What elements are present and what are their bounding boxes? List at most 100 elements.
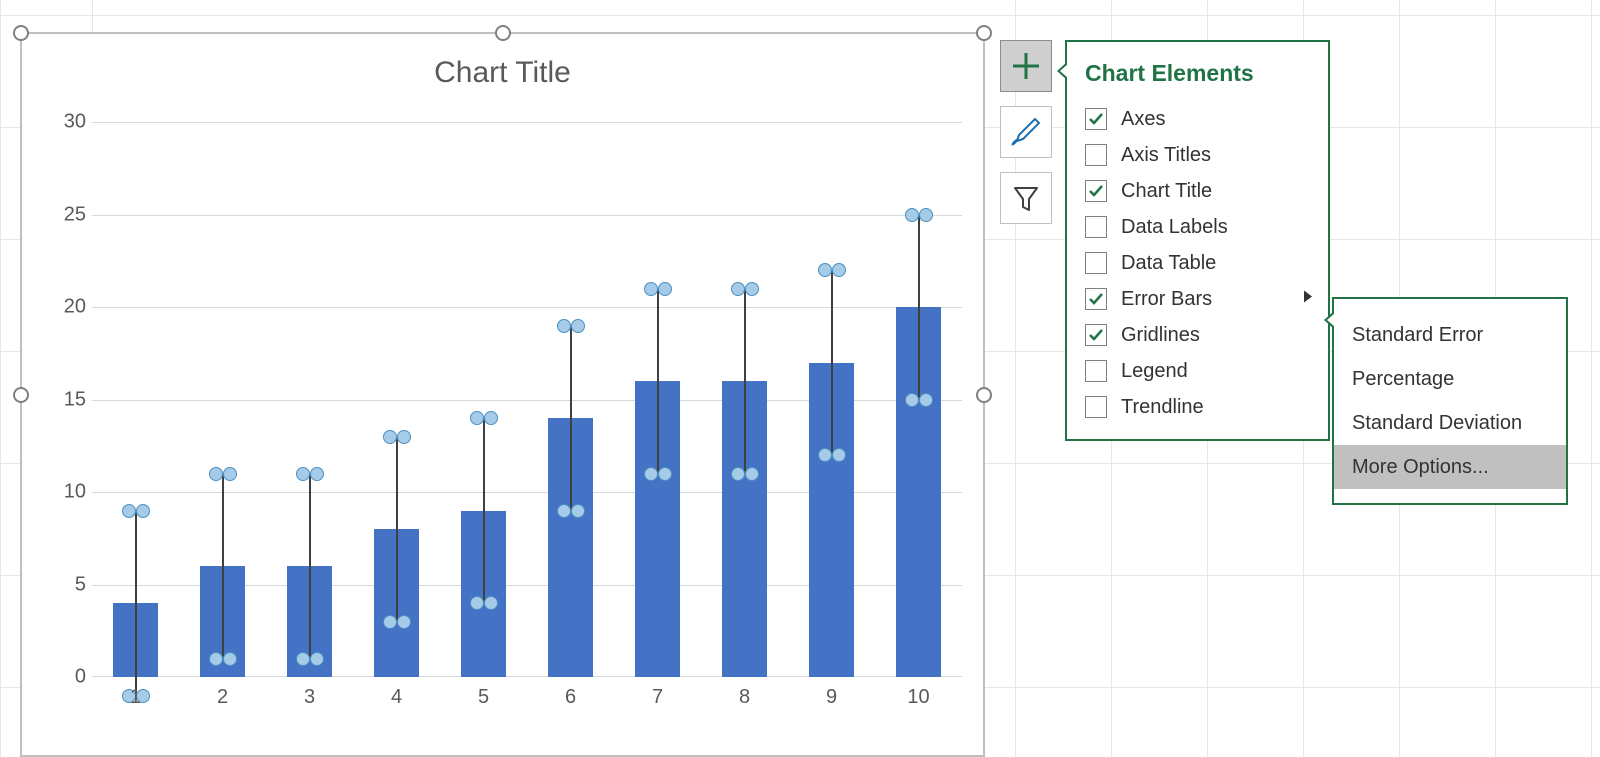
error-bar[interactable] [222,474,224,659]
y-axis-label: 20 [46,296,86,319]
error-bars-option[interactable]: Percentage [1334,357,1566,401]
option-label: Trendline [1121,396,1204,419]
chart-element-option[interactable]: Axis Titles [1085,137,1314,173]
checkbox[interactable] [1085,324,1107,346]
x-axis-label: 6 [565,686,576,709]
y-axis-label: 25 [46,203,86,226]
plot-area[interactable]: 05101520253012345678910 [92,122,962,677]
option-label: Axes [1121,108,1165,131]
error-bar[interactable] [657,289,659,474]
error-bar[interactable] [483,418,485,603]
error-bars-option[interactable]: Standard Error [1334,313,1566,357]
checkbox[interactable] [1085,288,1107,310]
error-bar[interactable] [570,326,572,511]
x-axis-label: 2 [217,686,228,709]
checkmark-icon [1087,182,1105,200]
checkbox[interactable] [1085,360,1107,382]
y-axis-label: 5 [46,573,86,596]
chart-elements-flyout: Chart Elements Axes Axis Titles Chart Titl… [1065,40,1330,441]
y-gridline [92,215,962,216]
error-cap-upper[interactable] [731,282,759,296]
brush-icon [1009,115,1043,149]
chart-element-option[interactable]: Trendline [1085,389,1314,425]
error-cap-upper[interactable] [818,263,846,277]
chart-element-option[interactable]: Axes [1085,101,1314,137]
checkbox[interactable] [1085,108,1107,130]
option-label: Data Table [1121,252,1216,275]
error-cap-lower[interactable] [209,652,237,666]
chart-filters-button[interactable] [1000,172,1052,224]
error-cap-upper[interactable] [905,208,933,222]
error-cap-upper[interactable] [122,504,150,518]
error-cap-lower[interactable] [644,467,672,481]
resize-handle-top-left[interactable] [13,25,29,41]
x-axis-label: 4 [391,686,402,709]
resize-handle-top-middle[interactable] [495,25,511,41]
error-cap-upper[interactable] [209,467,237,481]
error-cap-upper[interactable] [557,319,585,333]
option-label: Error Bars [1121,288,1212,311]
x-axis-label: 7 [652,686,663,709]
checkbox[interactable] [1085,252,1107,274]
resize-handle-top-right[interactable] [976,25,992,41]
chart-styles-button[interactable] [1000,106,1052,158]
chart-element-option[interactable]: Data Labels [1085,209,1314,245]
option-label: Gridlines [1121,324,1200,347]
chart-elements-list: Axes Axis Titles Chart Title Data Labels Dat… [1085,101,1314,425]
chart-element-option[interactable]: Data Table [1085,245,1314,281]
chart-element-option[interactable]: Gridlines [1085,317,1314,353]
y-axis-label: 15 [46,388,86,411]
chart-element-option[interactable]: Legend [1085,353,1314,389]
error-cap-upper[interactable] [296,467,324,481]
checkbox[interactable] [1085,144,1107,166]
error-cap-lower[interactable] [905,393,933,407]
error-bar[interactable] [831,270,833,455]
error-cap-lower[interactable] [383,615,411,629]
checkmark-icon [1087,290,1105,308]
error-cap-lower[interactable] [296,652,324,666]
chart-title[interactable]: Chart Title [22,56,983,90]
y-axis-label: 0 [46,666,86,689]
checkmark-icon [1087,326,1105,344]
error-cap-lower[interactable] [470,596,498,610]
x-axis-label: 10 [907,686,929,709]
error-cap-upper[interactable] [383,430,411,444]
error-cap-upper[interactable] [644,282,672,296]
resize-handle-middle-right[interactable] [976,387,992,403]
submenu-arrow-icon[interactable] [1302,288,1314,311]
x-axis-label: 5 [478,686,489,709]
x-axis-label: 1 [130,686,141,709]
y-axis-label: 30 [46,111,86,134]
chart-tool-buttons [1000,40,1052,224]
checkbox[interactable] [1085,180,1107,202]
error-cap-lower[interactable] [557,504,585,518]
error-bar[interactable] [396,437,398,622]
error-bar[interactable] [744,289,746,474]
error-bars-submenu: Standard ErrorPercentageStandard Deviati… [1332,297,1568,505]
resize-handle-middle-left[interactable] [13,387,29,403]
chart-element-option[interactable]: Error Bars [1085,281,1314,317]
error-cap-lower[interactable] [818,448,846,462]
flyout-title: Chart Elements [1085,60,1314,87]
funnel-icon [1011,183,1041,213]
checkbox[interactable] [1085,396,1107,418]
plus-icon [1011,51,1041,81]
option-label: Legend [1121,360,1188,383]
x-axis-label: 9 [826,686,837,709]
checkbox[interactable] [1085,216,1107,238]
option-label: Axis Titles [1121,144,1211,167]
error-bars-option[interactable]: Standard Deviation [1334,401,1566,445]
error-bar[interactable] [135,511,137,696]
option-label: Data Labels [1121,216,1228,239]
error-bar[interactable] [918,215,920,400]
error-bars-option[interactable]: More Options... [1334,445,1566,489]
error-bar[interactable] [309,474,311,659]
chart-object[interactable]: Chart Title 05101520253012345678910 [20,32,985,757]
error-cap-upper[interactable] [470,411,498,425]
y-axis-label: 10 [46,481,86,504]
chart-elements-button[interactable] [1000,40,1052,92]
x-axis-label: 3 [304,686,315,709]
option-label: Chart Title [1121,180,1212,203]
chart-element-option[interactable]: Chart Title [1085,173,1314,209]
error-cap-lower[interactable] [731,467,759,481]
